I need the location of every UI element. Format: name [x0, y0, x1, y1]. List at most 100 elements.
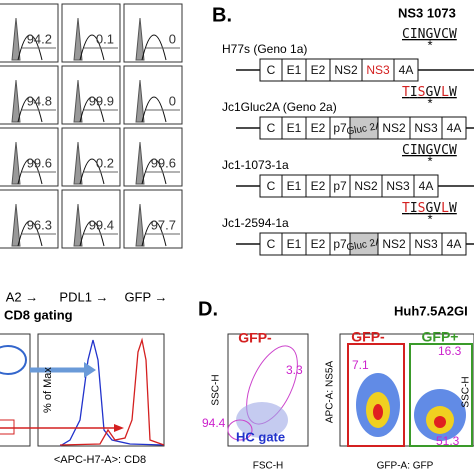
gate-value: 3.3 — [286, 363, 303, 377]
control-histogram — [73, 17, 83, 61]
gene-label: 4A — [447, 121, 462, 135]
sample-histogram — [79, 220, 105, 247]
panel-label: D. — [198, 298, 218, 320]
gene-box — [441, 232, 467, 256]
sequence-part: T — [402, 201, 410, 216]
sequence: CINGVCW — [402, 143, 457, 158]
density — [373, 404, 383, 420]
gene-label: E1 — [287, 179, 302, 193]
sample-histogram — [79, 96, 105, 123]
histogram-frame — [37, 333, 165, 447]
gate-label: HC gate — [236, 429, 285, 444]
percent-label: 0 — [169, 31, 176, 46]
percent-label: 0.2 — [96, 155, 114, 170]
histogram-frame — [0, 65, 59, 125]
gene-label: C — [267, 121, 276, 135]
y-axis-label: APC-A: NS5A — [325, 361, 336, 424]
control-histogram — [11, 17, 21, 61]
histogram-frame — [123, 189, 183, 249]
histogram-frame — [61, 3, 121, 63]
percent-label: 97.7 — [151, 217, 176, 232]
dot-plot-frame — [227, 333, 309, 447]
y-axis-label: % of Max — [42, 367, 54, 413]
histogram-frame — [0, 3, 59, 63]
gene-label: NS2 — [334, 63, 358, 77]
histogram-frame — [123, 3, 183, 63]
site-marker: * — [427, 37, 432, 52]
arrow-head — [114, 424, 124, 432]
sample-histogram — [17, 158, 43, 185]
sequence-part: I — [410, 85, 418, 100]
gate — [0, 345, 27, 375]
gene-label: 4A — [399, 63, 414, 77]
control-histogram — [135, 203, 145, 247]
construct-name: Jc1-2594-1a — [222, 216, 289, 230]
panel-title: CD8 gating — [4, 307, 73, 322]
construct-name: H77s (Geno 1a) — [222, 42, 307, 56]
gate — [409, 343, 473, 447]
x-axis-label: GFP-A: GFP — [377, 461, 434, 472]
sequence: TISGVLW — [402, 201, 457, 216]
x-axis-label: FSC-H — [253, 461, 284, 472]
sample-histogram — [79, 158, 105, 185]
control-histogram — [73, 79, 83, 123]
percent-label: 99.6 — [27, 155, 52, 170]
gene-label: C — [267, 179, 276, 193]
gene-box — [441, 116, 467, 140]
sample-histogram — [141, 34, 167, 61]
gene-label: NS3 — [414, 237, 438, 251]
gate — [347, 343, 405, 447]
sample-histogram — [17, 34, 43, 61]
gene-box — [413, 174, 439, 198]
gate-label: GFP+ — [422, 329, 459, 345]
site-marker: * — [427, 211, 432, 226]
gene-label: E2 — [311, 63, 326, 77]
percent-label: 94.2 — [27, 31, 52, 46]
histogram-frame — [0, 127, 59, 187]
gate — [227, 419, 253, 441]
histogram-frame — [61, 189, 121, 249]
gene-label: NS3 — [366, 63, 390, 77]
sequence-part: GV — [425, 201, 441, 216]
construct-name: Jc1-1073-1a — [222, 158, 289, 172]
sample-histogram — [17, 96, 43, 123]
sequence-part: CINGVCW — [402, 143, 457, 158]
sequence-part: T — [402, 85, 410, 100]
control-histogram — [11, 79, 21, 123]
gene-label: NS3 — [386, 179, 410, 193]
histogram-frame — [0, 189, 59, 249]
gene-box — [393, 58, 419, 82]
sample-histogram — [141, 158, 167, 185]
percent-label: 99.6 — [151, 155, 176, 170]
control-histogram — [73, 141, 83, 185]
y-axis-label: SSC-H — [211, 374, 222, 405]
sequence-part: L — [441, 201, 449, 216]
gate-value: 7.1 — [352, 358, 369, 372]
site-marker: * — [427, 153, 432, 168]
x-axis-label: <APC-H7-A>: CD8 — [54, 454, 146, 466]
control-histogram — [135, 17, 145, 61]
percent-label: 99.9 — [89, 93, 114, 108]
histogram-frame — [61, 127, 121, 187]
panel-c-plots — [0, 333, 165, 447]
axis-label: A2 → — [6, 289, 39, 304]
sequence-part: W — [449, 85, 457, 100]
gene-label: NS2 — [382, 237, 406, 251]
gene-label: E1 — [287, 63, 302, 77]
gate-value: 16.3 — [438, 344, 462, 358]
gene-label: C — [267, 237, 276, 251]
panel-title: NS3 1073 — [398, 5, 456, 20]
arrow-head — [84, 362, 96, 378]
axis-label: GFP → — [124, 289, 167, 304]
histogram-line — [59, 339, 165, 447]
gene-label: NS2 — [382, 121, 406, 135]
percent-label: 0 — [169, 93, 176, 108]
gene-label: p7 — [333, 121, 347, 135]
gate-label: GFP- — [351, 329, 385, 345]
gene-label: E1 — [287, 121, 302, 135]
percent-label: 96.3 — [27, 217, 52, 232]
gate-value: 51.3 — [436, 434, 460, 448]
gene-label: E1 — [287, 237, 302, 251]
histogram-line — [59, 337, 165, 446]
